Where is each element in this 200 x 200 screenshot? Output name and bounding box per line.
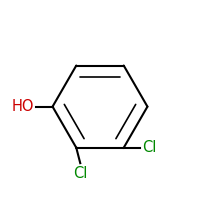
Text: HO: HO [11,99,34,114]
Text: Cl: Cl [73,166,87,181]
Text: Cl: Cl [142,140,157,155]
